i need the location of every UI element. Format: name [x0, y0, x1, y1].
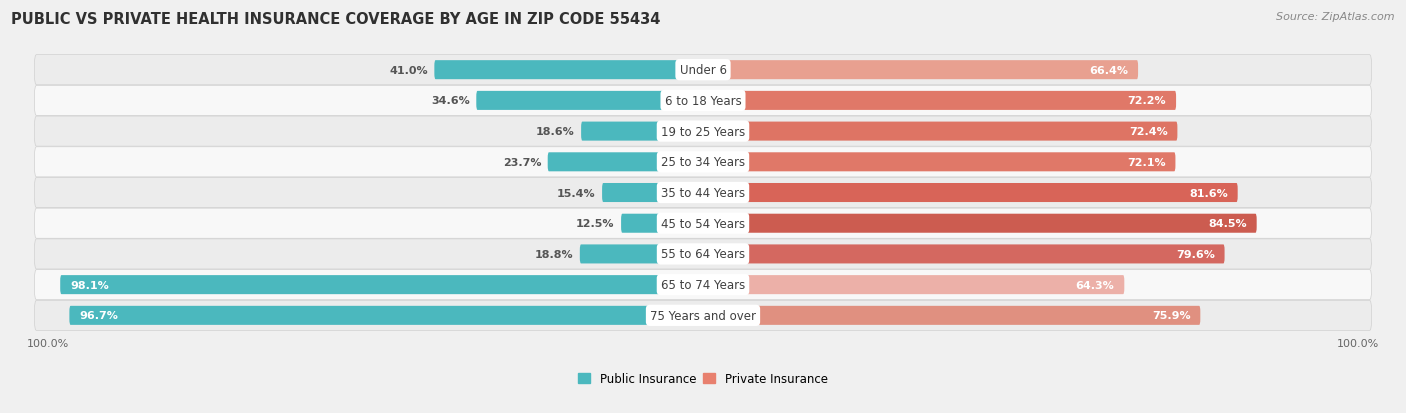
- Text: 72.4%: 72.4%: [1129, 127, 1167, 137]
- Text: 34.6%: 34.6%: [432, 96, 470, 106]
- FancyBboxPatch shape: [703, 92, 1175, 111]
- FancyBboxPatch shape: [703, 275, 1125, 294]
- FancyBboxPatch shape: [703, 153, 1175, 172]
- Text: 65 to 74 Years: 65 to 74 Years: [661, 278, 745, 292]
- FancyBboxPatch shape: [35, 239, 1371, 269]
- Text: 12.5%: 12.5%: [576, 219, 614, 229]
- FancyBboxPatch shape: [703, 306, 1201, 325]
- Text: 72.2%: 72.2%: [1128, 96, 1166, 106]
- Text: 23.7%: 23.7%: [503, 157, 541, 167]
- FancyBboxPatch shape: [548, 153, 703, 172]
- FancyBboxPatch shape: [35, 117, 1371, 147]
- Text: 64.3%: 64.3%: [1076, 280, 1115, 290]
- Text: 98.1%: 98.1%: [70, 280, 108, 290]
- Text: PUBLIC VS PRIVATE HEALTH INSURANCE COVERAGE BY AGE IN ZIP CODE 55434: PUBLIC VS PRIVATE HEALTH INSURANCE COVER…: [11, 12, 661, 27]
- FancyBboxPatch shape: [477, 92, 703, 111]
- FancyBboxPatch shape: [35, 55, 1371, 85]
- FancyBboxPatch shape: [35, 301, 1371, 330]
- Text: 66.4%: 66.4%: [1090, 66, 1128, 76]
- Text: 81.6%: 81.6%: [1189, 188, 1227, 198]
- FancyBboxPatch shape: [703, 61, 1137, 80]
- Text: 18.8%: 18.8%: [534, 249, 574, 259]
- Text: 55 to 64 Years: 55 to 64 Years: [661, 248, 745, 261]
- FancyBboxPatch shape: [579, 245, 703, 264]
- Text: 79.6%: 79.6%: [1175, 249, 1215, 259]
- FancyBboxPatch shape: [69, 306, 703, 325]
- Legend: Public Insurance, Private Insurance: Public Insurance, Private Insurance: [574, 368, 832, 390]
- FancyBboxPatch shape: [35, 147, 1371, 178]
- FancyBboxPatch shape: [703, 183, 1237, 202]
- FancyBboxPatch shape: [703, 214, 1257, 233]
- FancyBboxPatch shape: [35, 209, 1371, 239]
- FancyBboxPatch shape: [35, 270, 1371, 300]
- Text: 75 Years and over: 75 Years and over: [650, 309, 756, 322]
- Text: 75.9%: 75.9%: [1152, 311, 1191, 320]
- Text: 6 to 18 Years: 6 to 18 Years: [665, 95, 741, 108]
- Text: 84.5%: 84.5%: [1208, 219, 1247, 229]
- Text: 72.1%: 72.1%: [1128, 157, 1166, 167]
- FancyBboxPatch shape: [35, 178, 1371, 208]
- FancyBboxPatch shape: [60, 275, 703, 294]
- Text: 19 to 25 Years: 19 to 25 Years: [661, 125, 745, 138]
- Text: 41.0%: 41.0%: [389, 66, 427, 76]
- FancyBboxPatch shape: [703, 122, 1177, 141]
- FancyBboxPatch shape: [602, 183, 703, 202]
- Text: 15.4%: 15.4%: [557, 188, 596, 198]
- Text: 96.7%: 96.7%: [79, 311, 118, 320]
- FancyBboxPatch shape: [703, 245, 1225, 264]
- Text: 25 to 34 Years: 25 to 34 Years: [661, 156, 745, 169]
- Text: 18.6%: 18.6%: [536, 127, 575, 137]
- FancyBboxPatch shape: [581, 122, 703, 141]
- FancyBboxPatch shape: [434, 61, 703, 80]
- FancyBboxPatch shape: [35, 86, 1371, 116]
- Text: 35 to 44 Years: 35 to 44 Years: [661, 187, 745, 199]
- FancyBboxPatch shape: [621, 214, 703, 233]
- Text: 45 to 54 Years: 45 to 54 Years: [661, 217, 745, 230]
- Text: Under 6: Under 6: [679, 64, 727, 77]
- Text: Source: ZipAtlas.com: Source: ZipAtlas.com: [1277, 12, 1395, 22]
